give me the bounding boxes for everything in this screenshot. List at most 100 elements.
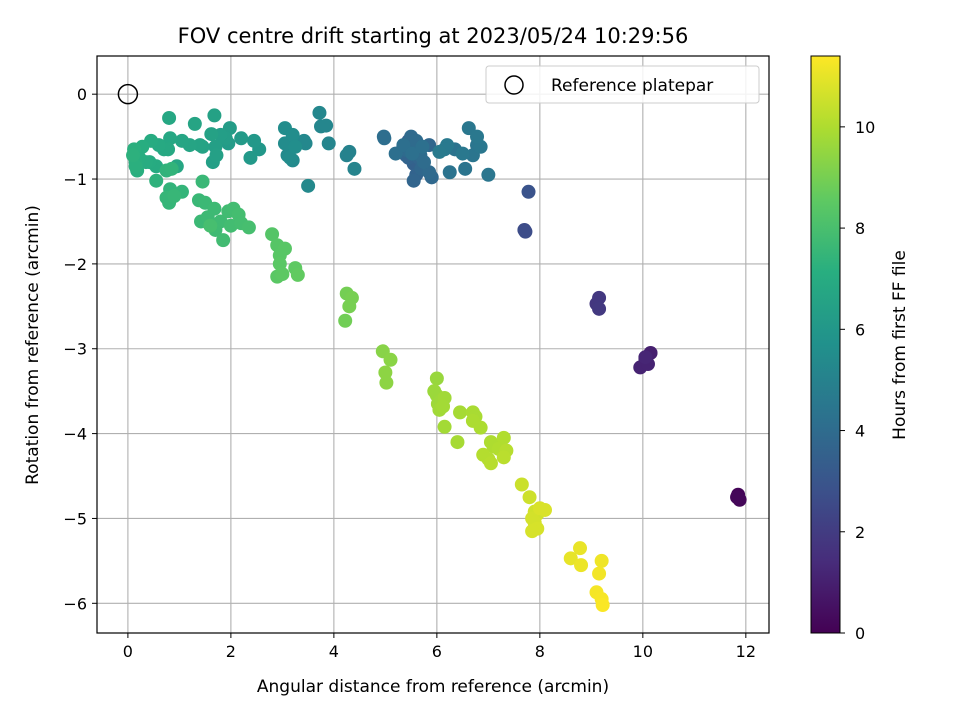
x-tick-label: 2	[226, 642, 236, 661]
data-point	[347, 161, 362, 176]
data-point	[525, 524, 540, 539]
y-tick-label: 0	[77, 85, 87, 104]
data-point	[192, 138, 207, 153]
data-point	[321, 136, 336, 151]
data-point	[162, 110, 177, 125]
colorbar-tick-label: 0	[855, 624, 865, 643]
legend-label: Reference platepar	[551, 76, 713, 96]
x-tick-label: 4	[329, 642, 339, 661]
data-point	[574, 558, 589, 573]
data-point	[592, 566, 607, 581]
x-axis-ticks: 0 2 4 6 8 10 12	[123, 633, 756, 661]
data-point	[518, 224, 533, 239]
x-tick-label: 0	[123, 642, 133, 661]
data-point	[288, 139, 303, 154]
colorbar-gradient	[810, 55, 841, 634]
data-point	[483, 456, 498, 471]
data-point	[573, 541, 588, 556]
data-point	[241, 220, 256, 235]
data-point	[275, 267, 290, 282]
data-point	[164, 161, 179, 176]
data-point	[265, 227, 280, 242]
data-point	[167, 189, 182, 204]
y-tick-label: −3	[63, 340, 87, 359]
data-point	[416, 155, 431, 170]
data-point	[458, 161, 473, 176]
data-point	[450, 435, 465, 450]
data-point	[481, 167, 496, 182]
data-point	[405, 146, 420, 161]
data-point	[563, 551, 578, 566]
data-point	[163, 131, 178, 146]
data-point	[496, 430, 511, 445]
data-point	[594, 553, 609, 568]
x-tick-label: 12	[736, 642, 756, 661]
data-point	[128, 159, 143, 174]
data-point	[301, 178, 316, 193]
data-point	[312, 105, 327, 120]
data-point	[592, 290, 607, 305]
data-point	[319, 118, 334, 133]
colorbar-tick-label: 10	[855, 118, 875, 137]
data-point	[406, 173, 421, 188]
reference-platepar-marker	[117, 83, 139, 105]
y-tick-label: −1	[63, 170, 87, 189]
data-point	[473, 420, 488, 435]
x-axis-label: Angular distance from reference (arcmin)	[257, 677, 609, 697]
data-point	[455, 146, 470, 161]
data-point	[342, 299, 357, 314]
data-point	[209, 148, 224, 163]
x-tick-label: 10	[633, 642, 653, 661]
data-point	[453, 405, 468, 420]
colorbar-ticks: 0 2 4 6 8 10	[840, 118, 875, 643]
data-point	[195, 174, 210, 189]
y-tick-label: −4	[63, 425, 87, 444]
data-point	[730, 490, 745, 505]
data-point	[442, 165, 457, 180]
data-point	[595, 597, 610, 612]
data-point	[187, 116, 202, 131]
data-point	[522, 490, 537, 505]
data-point	[415, 139, 430, 154]
data-point	[638, 350, 653, 365]
colorbar-tick-label: 8	[855, 219, 865, 238]
x-tick-label: 8	[535, 642, 545, 661]
data-point	[521, 184, 536, 199]
plot-frame	[96, 55, 770, 634]
data-point	[243, 150, 258, 165]
colorbar: 0 2 4 6 8 10 Hours from first FF file	[810, 55, 910, 643]
chart-title: FOV centre drift starting at 2023/05/24 …	[178, 24, 689, 48]
colorbar-tick-label: 6	[855, 320, 865, 339]
data-point	[149, 173, 164, 188]
data-point	[338, 313, 353, 328]
x-tick-label: 6	[432, 642, 442, 661]
data-point	[204, 127, 219, 142]
data-point	[429, 371, 444, 386]
data-point	[432, 144, 447, 159]
colorbar-tick-label: 2	[855, 523, 865, 542]
colorbar-tick-label: 4	[855, 422, 865, 441]
data-point	[532, 501, 547, 516]
data-point	[216, 233, 231, 248]
data-point	[396, 138, 411, 153]
data-point	[203, 218, 218, 233]
data-point	[234, 131, 249, 146]
legend: Reference platepar	[485, 65, 760, 104]
data-point	[247, 133, 262, 148]
data-point	[174, 133, 189, 148]
data-point	[437, 419, 452, 434]
data-point	[470, 129, 485, 144]
legend-box	[485, 65, 760, 104]
data-point	[514, 477, 529, 492]
data-point	[379, 375, 394, 390]
y-axis-ticks: 0 −1 −2 −3 −4 −5 −6	[63, 85, 97, 613]
data-point	[207, 108, 222, 123]
y-axis-label: Rotation from reference (arcmin)	[23, 205, 43, 485]
scatter-points	[126, 105, 747, 612]
data-point	[290, 267, 305, 282]
data-point	[383, 352, 398, 367]
legend-marker	[504, 75, 524, 95]
colorbar-label: Hours from first FF file	[890, 250, 910, 440]
y-tick-label: −2	[63, 255, 87, 274]
